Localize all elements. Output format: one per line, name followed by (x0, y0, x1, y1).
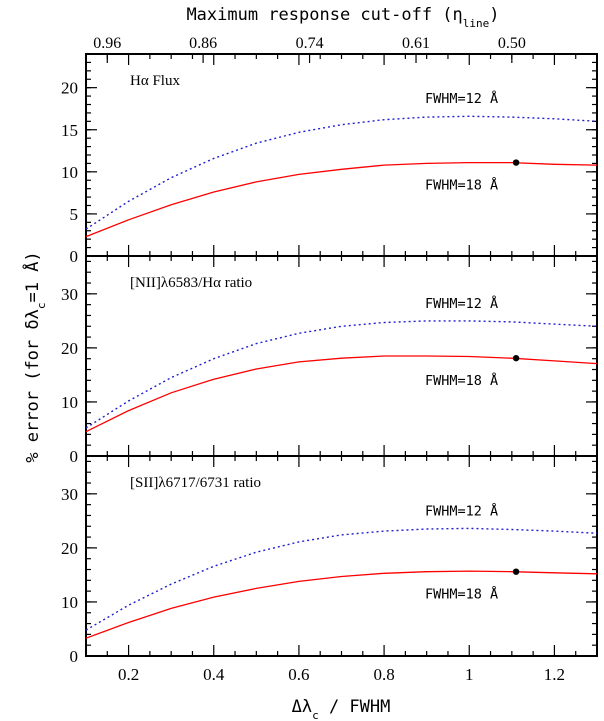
y-tick-label: 10 (61, 393, 78, 412)
series-label-fwhm12: FWHM=12 Å (425, 90, 498, 107)
y-tick-label: 5 (70, 205, 79, 224)
series-fwhm18-line (85, 161, 598, 238)
y-tick-label: 0 (70, 247, 79, 266)
series-label-fwhm18: FWHM=18 Å (425, 586, 498, 603)
panel-label: [NII]λ6583/Hα ratio (130, 275, 252, 291)
panel-2: 0 10 20 30 [NII]λ6583/Hα ratio FWHM=12 Å FWHM=… (61, 255, 598, 466)
series-fwhm12-line (85, 527, 598, 631)
top-axis-tick-label: 0.96 (93, 35, 121, 52)
x-tick-label: 1 (465, 665, 474, 684)
x-axis-title: Δλc / FWHM (292, 697, 391, 721)
x-tick-label: 0.6 (288, 665, 309, 684)
y-axis-title: % error (for δλc=1 Å) (21, 251, 48, 462)
y-tick-label: 0 (70, 447, 79, 466)
y-tick-label: 10 (61, 163, 78, 182)
series-fwhm18-line (85, 570, 598, 639)
series-label-fwhm12: FWHM=12 Å (425, 295, 498, 312)
top-axis-title: Maximum response cut-off (ηline) (186, 5, 499, 30)
data-point-marker (512, 568, 520, 575)
x-tick-label: 0.2 (118, 665, 139, 684)
top-axis-tick-label: 0.86 (189, 35, 217, 52)
series-fwhm12-line (85, 115, 598, 230)
x-tick-label: 0.8 (373, 665, 394, 684)
x-tick-label: 0.4 (203, 665, 225, 684)
series-label-fwhm18: FWHM=18 Å (425, 372, 498, 389)
series-fwhm18-line (85, 355, 598, 433)
top-axis-tick-label: 0.74 (296, 35, 324, 52)
y-tick-label: 20 (61, 79, 78, 98)
data-point-marker (512, 159, 520, 166)
y-tick-label: 30 (61, 485, 78, 504)
data-point-marker (512, 354, 520, 362)
y-tick-label: 30 (61, 285, 78, 304)
panel-label: Hα Flux (130, 73, 180, 89)
x-tick-label: 1.2 (544, 665, 565, 684)
series-fwhm12-line (85, 320, 598, 429)
panel-3: 0 10 20 30 [SII]λ6717/6731 ratio FWHM=12 Å FWH… (61, 455, 598, 666)
y-tick-label: 20 (61, 339, 78, 358)
panel-1: 0 5 10 15 20 Hα Flux FWHM=12 Å FWHM=18 Å (61, 53, 598, 266)
series-label-fwhm12: FWHM=12 Å (425, 503, 498, 520)
panel-label: [SII]λ6717/6731 ratio (130, 475, 261, 491)
series-label-fwhm18: FWHM=18 Å (425, 177, 498, 194)
top-axis-tick-label: 0.50 (498, 35, 526, 52)
y-tick-label: 20 (61, 539, 78, 558)
y-tick-label: 15 (61, 121, 78, 140)
y-tick-label: 0 (70, 647, 79, 666)
top-axis-tick-label: 0.61 (402, 35, 430, 52)
y-tick-label: 10 (61, 593, 78, 612)
